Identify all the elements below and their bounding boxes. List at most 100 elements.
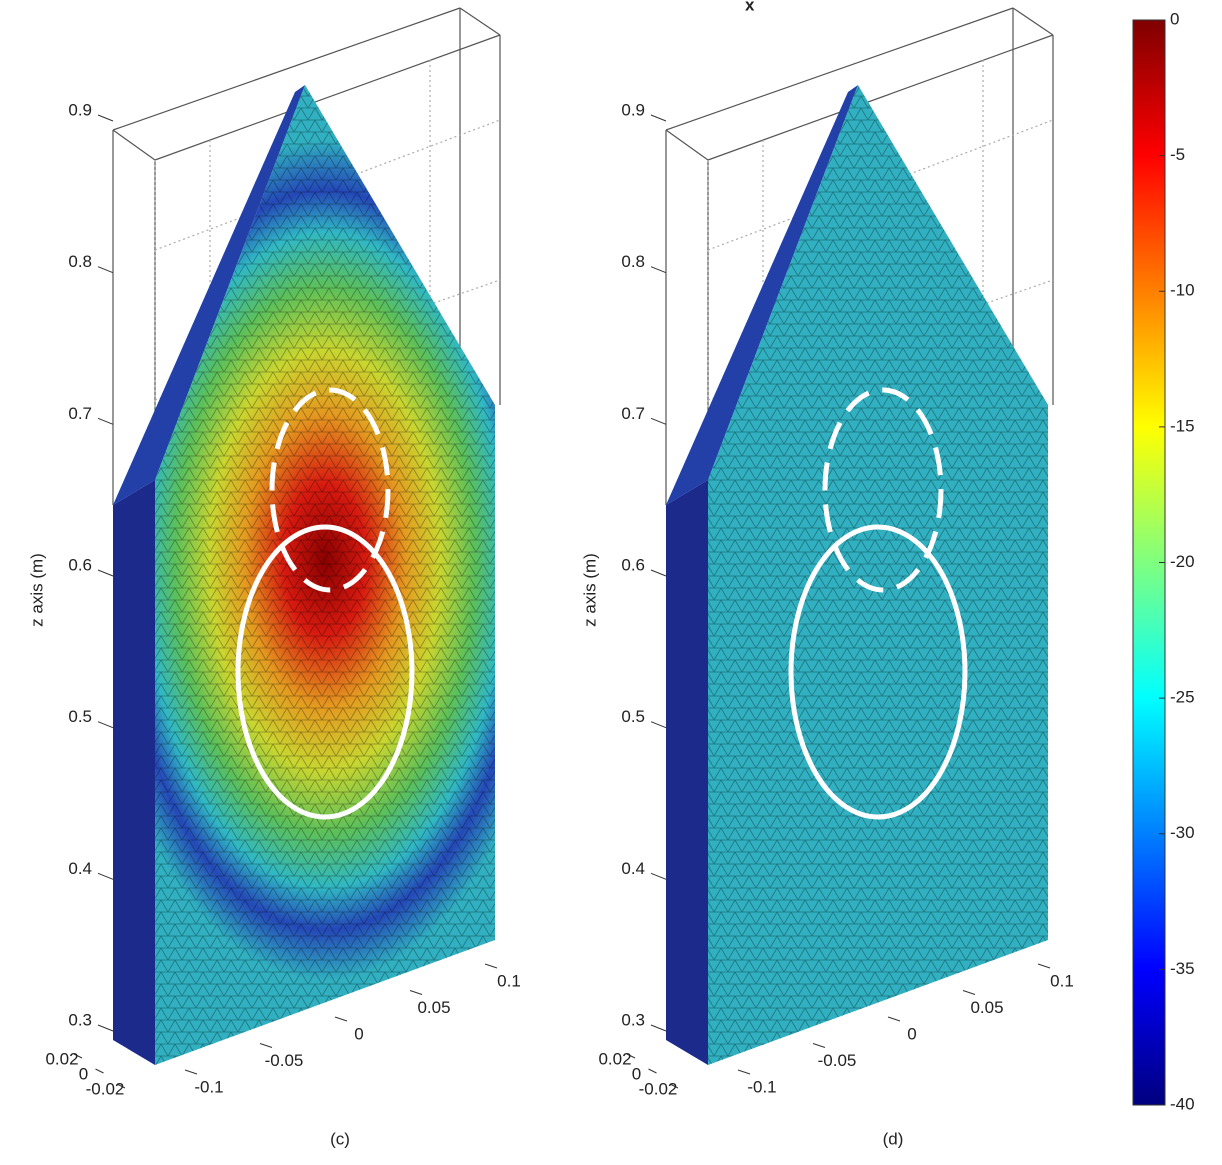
- colorbar-tick-label: 0: [1170, 9, 1179, 28]
- z-tick-label: 0.5: [68, 707, 92, 726]
- top-slope: [113, 85, 305, 505]
- orientation-label: x: [745, 0, 755, 14]
- z-tick-label: 0.7: [621, 404, 645, 423]
- side-face: [113, 480, 155, 1065]
- box-edge: [1012, 7, 1054, 36]
- z-tick: [650, 569, 667, 577]
- x-tick: [184, 1069, 198, 1075]
- z-tick: [650, 266, 667, 274]
- y-tick-label: -0.02: [86, 1079, 125, 1098]
- panel: 0.3 0.4 0.5 0.6 0.7 0.8 0.9 z axis (m) -0.1 -0.05…: [27, 7, 521, 1148]
- region-dashed: [822, 387, 944, 593]
- colorbar-tick-label: -30: [1170, 823, 1195, 842]
- y-tick: [626, 1053, 636, 1059]
- y-tick: [116, 1083, 126, 1089]
- box-edge: [112, 129, 156, 161]
- box-edge: [154, 34, 501, 161]
- x-tick-label: -0.05: [818, 1051, 857, 1070]
- x-tick: [409, 990, 423, 995]
- colorbar: 0 -5 -10 -15 -20 -25 -30 -35 -40: [1132, 9, 1195, 1113]
- x-tick: [962, 990, 976, 995]
- z-tick-label: 0.6: [621, 555, 645, 574]
- z-tick: [650, 114, 667, 122]
- y-tick-label: -0.02: [639, 1079, 678, 1098]
- surface-mesh: [155, 85, 495, 1065]
- x-tick: [737, 1069, 751, 1075]
- x-tick-label: -0.05: [265, 1051, 304, 1070]
- z-axis-label: z axis (m): [27, 553, 46, 627]
- x-tick: [334, 1016, 348, 1022]
- y-tick: [669, 1083, 679, 1089]
- z-tick-label: 0.7: [68, 404, 92, 423]
- x-tick: [484, 963, 498, 969]
- z-tick-label: 0.9: [621, 100, 645, 119]
- x-tick-label: 0.1: [497, 971, 521, 990]
- z-tick: [650, 721, 667, 729]
- x-tick-label: 0.1: [1050, 971, 1074, 990]
- y-tick: [648, 1068, 657, 1074]
- z-tick-label: 0.5: [621, 707, 645, 726]
- z-tick-label: 0.8: [68, 252, 92, 271]
- y-tick-label: 0: [632, 1064, 641, 1083]
- box-edge: [707, 119, 1054, 251]
- z-tick-label: 0.6: [68, 555, 92, 574]
- x-tick-label: 0.05: [417, 998, 450, 1017]
- z-tick-label: 0.3: [68, 1010, 92, 1029]
- box-edge: [665, 7, 1014, 131]
- z-tick-label: 0.4: [68, 859, 92, 878]
- x-tick-label: -0.1: [747, 1077, 776, 1096]
- z-tick: [650, 417, 667, 425]
- box-edge: [112, 7, 461, 131]
- z-tick: [97, 1024, 114, 1032]
- y-tick-label: 0: [79, 1064, 88, 1083]
- y-tick: [73, 1053, 83, 1059]
- region-solid: [788, 524, 968, 820]
- colorbar-tick-label: -40: [1170, 1094, 1195, 1113]
- x-tick: [812, 1043, 826, 1048]
- z-tick: [97, 114, 114, 122]
- caption: (d): [883, 1129, 904, 1148]
- z-tick-label: 0.8: [621, 252, 645, 271]
- z-tick: [97, 872, 114, 880]
- front-face: [155, 85, 495, 1065]
- colorbar-tick-label: -10: [1170, 281, 1195, 300]
- colorbar-tick-label: -15: [1170, 416, 1195, 435]
- top-slope: [666, 85, 858, 505]
- colorbar-tick-label: -35: [1170, 959, 1195, 978]
- x-tick: [887, 1016, 901, 1022]
- region-dashed: [269, 387, 391, 593]
- x-tick: [1037, 963, 1051, 969]
- z-tick-label: 0.3: [621, 1010, 645, 1029]
- colorbar-tick-label: -20: [1170, 552, 1195, 571]
- caption: (c): [330, 1129, 350, 1148]
- surface-mesh: [708, 85, 1048, 1065]
- panel: 0.3 0.4 0.5 0.6 0.7 0.8 0.9 z axis (m) -0.1 -0.05…: [580, 7, 1074, 1148]
- x-tick-label: 0.05: [970, 998, 1003, 1017]
- region-solid: [235, 524, 415, 820]
- box-edge: [459, 7, 501, 36]
- y-tick-label: 0.02: [598, 1049, 631, 1068]
- z-tick: [97, 417, 114, 425]
- z-tick-label: 0.4: [621, 859, 645, 878]
- x-tick: [259, 1043, 273, 1048]
- y-tick-label: 0.02: [45, 1049, 78, 1068]
- z-tick: [97, 721, 114, 729]
- side-face: [666, 480, 708, 1065]
- y-tick: [95, 1068, 104, 1074]
- z-tick: [650, 872, 667, 880]
- x-tick-label: 0: [907, 1024, 916, 1043]
- z-tick: [650, 1024, 667, 1032]
- z-tick: [97, 266, 114, 274]
- box-edge: [707, 34, 1054, 161]
- box-edge: [665, 129, 709, 161]
- front-face: [708, 85, 1048, 1065]
- colorbar-tick-label: -5: [1170, 145, 1185, 164]
- x-tick-label: -0.1: [194, 1077, 223, 1096]
- z-axis-label: z axis (m): [580, 553, 599, 627]
- x-tick-label: 0: [354, 1024, 363, 1043]
- colorbar-tick-label: -25: [1170, 688, 1195, 707]
- z-tick: [97, 569, 114, 577]
- z-tick-label: 0.9: [68, 100, 92, 119]
- box-edge: [154, 119, 501, 251]
